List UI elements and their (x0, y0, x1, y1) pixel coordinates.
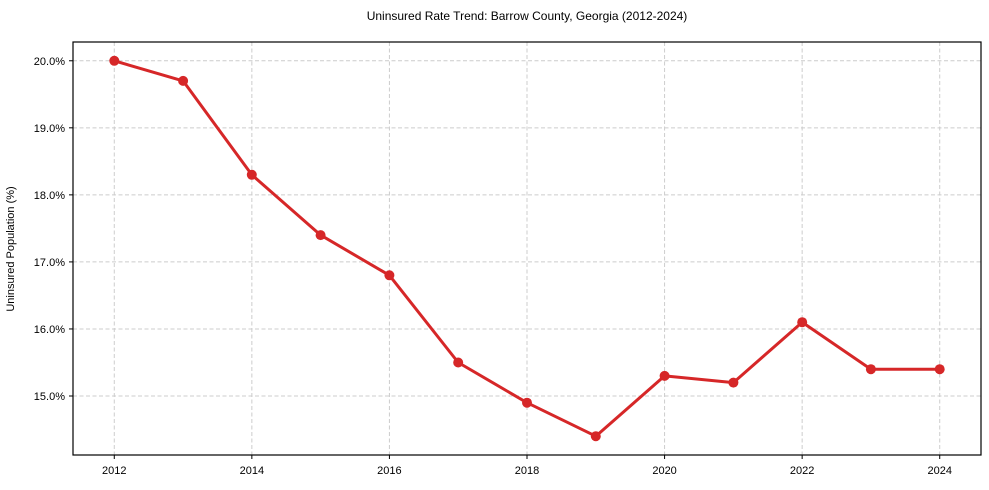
chart-title: Uninsured Rate Trend: Barrow County, Geo… (367, 9, 688, 23)
data-point-2013 (178, 75, 189, 86)
data-points (109, 55, 945, 442)
data-point-2015 (315, 230, 326, 241)
data-point-2018 (522, 397, 532, 408)
data-point-2024 (934, 364, 945, 375)
y-axis-label: Uninsured Population (%) (5, 186, 17, 311)
data-point-2017 (453, 357, 464, 368)
x-tick-label: 2022 (790, 465, 814, 477)
data-point-2020 (659, 370, 670, 381)
data-point-2016 (384, 270, 395, 281)
data-point-2014 (246, 169, 257, 180)
y-tick-label: 20.0% (34, 56, 65, 68)
x-tick-label: 2014 (240, 465, 264, 477)
x-tick-label: 2016 (377, 465, 401, 477)
x-tick-label: 2024 (927, 465, 951, 477)
x-tick-label: 2020 (652, 465, 676, 477)
y-tick-label: 16.0% (34, 324, 65, 336)
y-tick-label: 15.0% (34, 391, 65, 403)
data-point-2023 (865, 364, 876, 375)
axis-tick-marks (69, 60, 941, 459)
data-point-2021 (728, 377, 739, 388)
axis-tick-labels: 2012 2014 2016 2018 2020 2022 2024 15.0% 16.0% 17… (34, 56, 952, 477)
x-tick-label: 2012 (102, 465, 126, 477)
chart-gridlines (73, 42, 981, 455)
data-point-2019 (590, 431, 601, 442)
y-tick-label: 18.0% (34, 190, 65, 202)
plot-border (72, 41, 982, 456)
x-tick-label: 2018 (515, 465, 539, 477)
y-tick-label: 17.0% (34, 257, 65, 269)
data-point-2012 (109, 55, 120, 66)
data-point-2022 (797, 317, 808, 328)
y-tick-label: 19.0% (34, 123, 65, 135)
